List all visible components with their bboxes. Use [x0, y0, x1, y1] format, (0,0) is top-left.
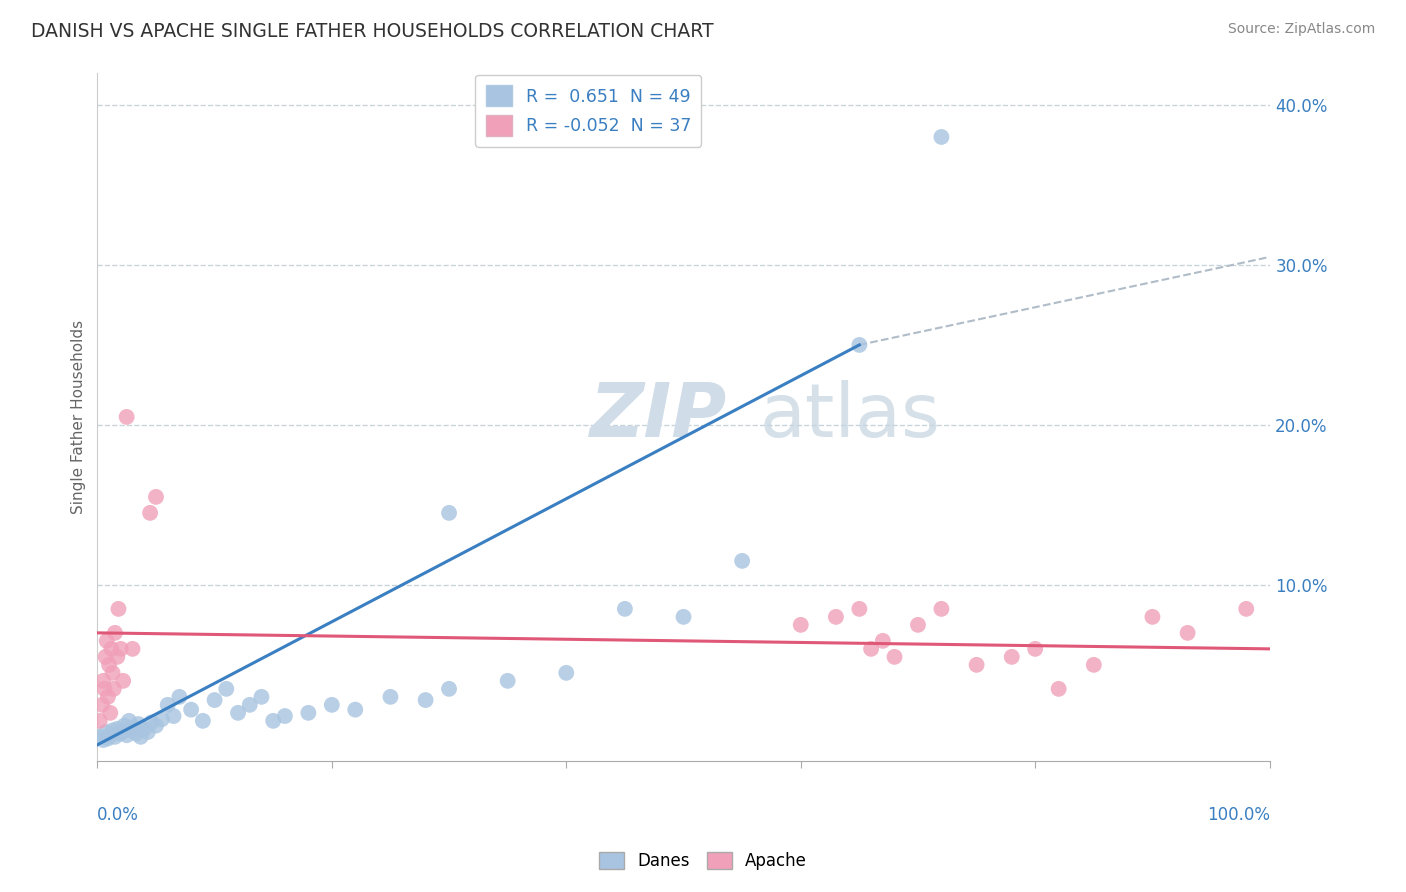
Point [104, 625, 127, 640]
Point [150, 712, 173, 726]
Point [93, 681, 115, 696]
Point [931, 130, 953, 145]
Point [297, 706, 319, 720]
Point [555, 665, 578, 680]
Point [496, 673, 519, 688]
Point [98, 657, 121, 672]
Point [191, 714, 214, 728]
Point [145, 719, 167, 733]
Point [89, 714, 111, 728]
Point [139, 506, 162, 520]
Point [1234, 602, 1257, 616]
Point [103, 681, 125, 696]
Point [115, 728, 138, 742]
Point [162, 709, 184, 723]
Point [262, 714, 284, 728]
Legend: Danes, Apache: Danes, Apache [592, 845, 814, 877]
Point [215, 681, 238, 696]
Text: atlas: atlas [759, 380, 941, 453]
Point [860, 641, 883, 656]
Point [145, 490, 167, 504]
Point [415, 693, 437, 707]
Point [825, 610, 848, 624]
Point [437, 506, 460, 520]
Point [122, 720, 145, 734]
Point [204, 693, 226, 707]
Point [112, 719, 135, 733]
Point [907, 618, 929, 632]
Point [115, 409, 138, 424]
Point [107, 602, 129, 616]
Point [101, 723, 124, 738]
Point [105, 722, 128, 736]
Point [97, 690, 120, 704]
Point [125, 726, 148, 740]
Point [966, 657, 988, 672]
Point [1001, 649, 1024, 664]
Point [226, 706, 249, 720]
Point [98, 706, 121, 720]
Point [104, 730, 127, 744]
Point [100, 641, 122, 656]
Point [98, 728, 121, 742]
Point [274, 709, 297, 723]
Point [127, 717, 149, 731]
Point [94, 649, 117, 664]
Point [120, 723, 142, 738]
Point [112, 673, 135, 688]
Point [250, 690, 273, 704]
Point [141, 715, 163, 730]
Text: Source: ZipAtlas.com: Source: ZipAtlas.com [1227, 22, 1375, 37]
Point [437, 681, 460, 696]
Point [931, 602, 953, 616]
Point [169, 690, 191, 704]
Point [790, 618, 813, 632]
Legend: R =  0.651  N = 49, R = -0.052  N = 37: R = 0.651 N = 49, R = -0.052 N = 37 [475, 75, 702, 146]
Text: 100.0%: 100.0% [1206, 805, 1270, 823]
Point [1142, 610, 1164, 624]
Point [1083, 657, 1105, 672]
Point [111, 725, 134, 739]
Point [94, 725, 117, 739]
Point [872, 633, 894, 648]
Point [156, 698, 179, 712]
Point [344, 703, 367, 717]
Point [136, 725, 159, 739]
Point [108, 726, 131, 740]
Point [380, 690, 402, 704]
Point [96, 633, 118, 648]
Point [1024, 641, 1046, 656]
Text: DANISH VS APACHE SINGLE FATHER HOUSEHOLDS CORRELATION CHART: DANISH VS APACHE SINGLE FATHER HOUSEHOLD… [31, 22, 714, 41]
Point [731, 554, 754, 568]
Y-axis label: Single Father Households: Single Father Households [72, 320, 86, 514]
Point [1047, 681, 1070, 696]
Point [848, 602, 870, 616]
Point [101, 665, 124, 680]
Point [105, 649, 128, 664]
Text: 0.0%: 0.0% [97, 805, 139, 823]
Point [91, 733, 114, 747]
Point [321, 698, 343, 712]
Point [239, 698, 262, 712]
Point [121, 641, 143, 656]
Text: ZIP: ZIP [589, 380, 727, 453]
Point [110, 641, 132, 656]
Point [672, 610, 695, 624]
Point [91, 698, 114, 712]
Point [180, 703, 202, 717]
Point [118, 714, 141, 728]
Point [848, 338, 870, 352]
Point [91, 673, 114, 688]
Point [134, 722, 156, 736]
Point [129, 730, 152, 744]
Point [90, 730, 112, 744]
Point [883, 649, 905, 664]
Point [97, 731, 120, 746]
Point [1177, 625, 1199, 640]
Point [613, 602, 636, 616]
